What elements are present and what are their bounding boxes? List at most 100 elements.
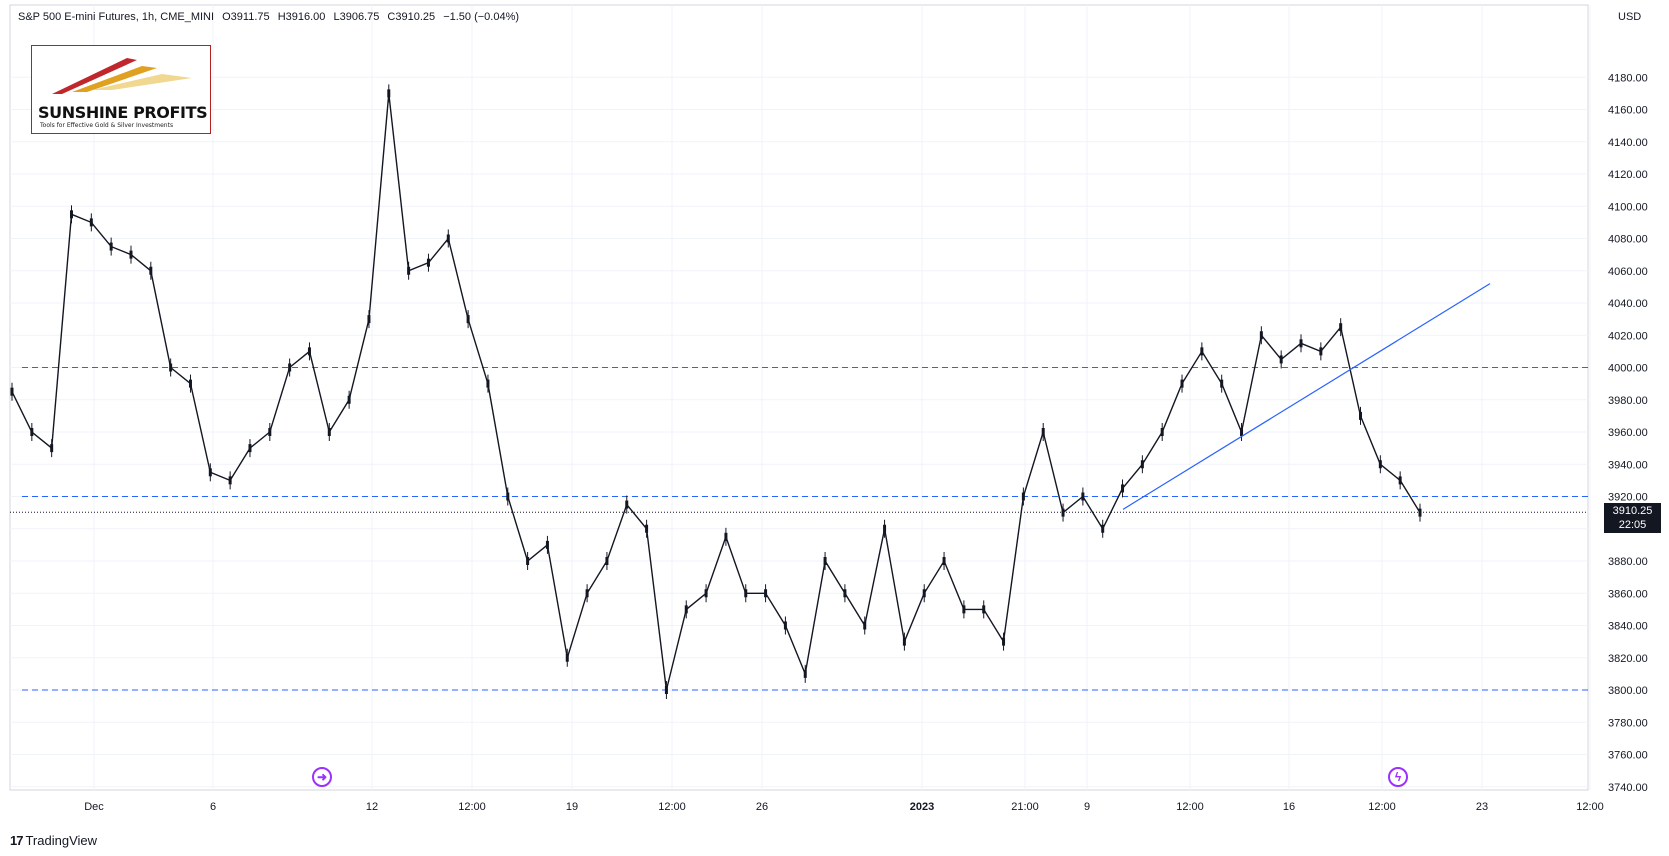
candle-body — [327, 428, 331, 436]
candle-body — [605, 557, 609, 565]
candle-body — [387, 89, 391, 98]
candle-body — [1101, 524, 1105, 533]
candle-body — [1279, 355, 1283, 364]
logo-name: SUNSHINE PROFITS — [38, 103, 208, 122]
y-tick-label: 4000.00 — [1608, 363, 1648, 375]
candle-body — [89, 218, 93, 227]
x-tick-label: 26 — [756, 801, 768, 813]
candle-body — [149, 266, 153, 275]
candle-body — [783, 621, 787, 630]
candle-body — [1061, 508, 1065, 517]
y-tick-label: 4120.00 — [1608, 169, 1648, 181]
y-tick-label: 3820.00 — [1608, 653, 1648, 665]
x-tick-label: 12:00 — [1576, 801, 1604, 813]
close-value: C3910.25 — [387, 11, 436, 23]
candle-body — [1140, 460, 1144, 469]
symbol-title[interactable]: S&P 500 E-mini Futures, 1h, CME_MINI — [18, 11, 215, 23]
candle-body — [1339, 323, 1343, 332]
lightning-circle-icon[interactable]: ϟ — [1388, 767, 1408, 787]
sunshine-profits-logo: SUNSHINE PROFITS Tools for Effective Gol… — [31, 45, 211, 134]
candle-body — [426, 258, 430, 267]
plot-frame — [9, 4, 1589, 791]
y-tick-label: 3740.00 — [1608, 782, 1648, 794]
y-tick-label: 3780.00 — [1608, 717, 1648, 729]
candle-body — [585, 589, 589, 598]
candle-body — [1200, 347, 1204, 356]
candle-body — [664, 686, 668, 694]
last-price-badge: 3910.25 22:05 — [1604, 503, 1661, 533]
candle-body — [684, 605, 688, 614]
currency-label[interactable]: USD — [1618, 11, 1642, 23]
x-tick-label: 12:00 — [1176, 801, 1204, 813]
open-value: O3911.75 — [222, 11, 270, 23]
candle-body — [744, 589, 748, 598]
x-tick-label: 12 — [366, 801, 378, 813]
candle-body — [208, 468, 212, 477]
y-tick-label: 3760.00 — [1608, 750, 1648, 762]
candle-body — [10, 387, 14, 396]
candle-body — [50, 444, 54, 453]
x-tick-label: 21:00 — [1011, 801, 1039, 813]
x-tick-label: Dec — [84, 801, 104, 813]
footer-brand: TradingView — [25, 833, 98, 848]
candle-body — [506, 492, 510, 501]
x-tick-label: 6 — [210, 801, 216, 813]
y-tick-label: 4180.00 — [1608, 72, 1648, 84]
tradingview-logo-icon: 17 — [10, 833, 24, 848]
y-tick-label: 3920.00 — [1608, 492, 1648, 504]
trendline[interactable] — [1122, 283, 1491, 510]
y-tick-label: 3800.00 — [1608, 685, 1648, 697]
candle-body — [843, 589, 847, 598]
candle-body — [545, 540, 549, 549]
last-price-value: 3910.25 — [1612, 505, 1653, 517]
candle-body — [1002, 637, 1006, 646]
y-tick-label: 3960.00 — [1608, 427, 1648, 439]
x-tick-label: 16 — [1283, 801, 1295, 813]
candle-body — [1121, 484, 1125, 493]
candle-body — [446, 234, 450, 243]
candle-body — [823, 557, 827, 565]
candle-body — [1299, 339, 1303, 348]
candle-body — [803, 669, 807, 678]
candle-body — [625, 500, 629, 509]
candle-body — [982, 605, 986, 614]
candle-body — [1021, 492, 1025, 501]
candle-body — [883, 524, 887, 533]
y-tick-label: 4040.00 — [1608, 298, 1648, 310]
candle-body — [69, 210, 73, 219]
candle-body — [486, 379, 490, 388]
candle-body — [1160, 428, 1164, 436]
logo-swoosh-icon — [52, 58, 192, 94]
candle-body — [109, 242, 113, 251]
candle-body — [347, 395, 351, 404]
candle-body — [1220, 379, 1224, 388]
candle-body — [307, 347, 311, 356]
low-value: L3906.75 — [333, 11, 380, 23]
tradingview-footer[interactable]: 17 TradingView — [10, 833, 97, 848]
candle-body — [1398, 476, 1402, 485]
candle-body — [645, 524, 649, 533]
candle-body — [367, 315, 371, 324]
candle-body — [129, 250, 133, 259]
y-tick-label: 4060.00 — [1608, 266, 1648, 278]
candle-body — [1081, 492, 1085, 501]
arrow-right-circle-icon[interactable]: ➜ — [312, 767, 332, 787]
y-tick-label: 4140.00 — [1608, 137, 1648, 149]
x-tick-label: 12:00 — [458, 801, 486, 813]
candle-body — [922, 589, 926, 598]
y-tick-label: 3880.00 — [1608, 556, 1648, 568]
x-tick-label: 12:00 — [1368, 801, 1396, 813]
y-tick-label: 3940.00 — [1608, 459, 1648, 471]
y-tick-label: 4160.00 — [1608, 105, 1648, 117]
logo-tagline: Tools for Effective Gold & Silver Invest… — [40, 122, 174, 129]
y-tick-label: 3980.00 — [1608, 395, 1648, 407]
y-tick-label: 3860.00 — [1608, 588, 1648, 600]
y-tick-label: 3840.00 — [1608, 621, 1648, 633]
x-tick-label: 12:00 — [658, 801, 686, 813]
candle-body — [407, 266, 411, 275]
candle-body — [268, 428, 272, 436]
candle-body — [1180, 379, 1184, 388]
candle-body — [30, 428, 34, 436]
candle-body — [1319, 347, 1323, 356]
